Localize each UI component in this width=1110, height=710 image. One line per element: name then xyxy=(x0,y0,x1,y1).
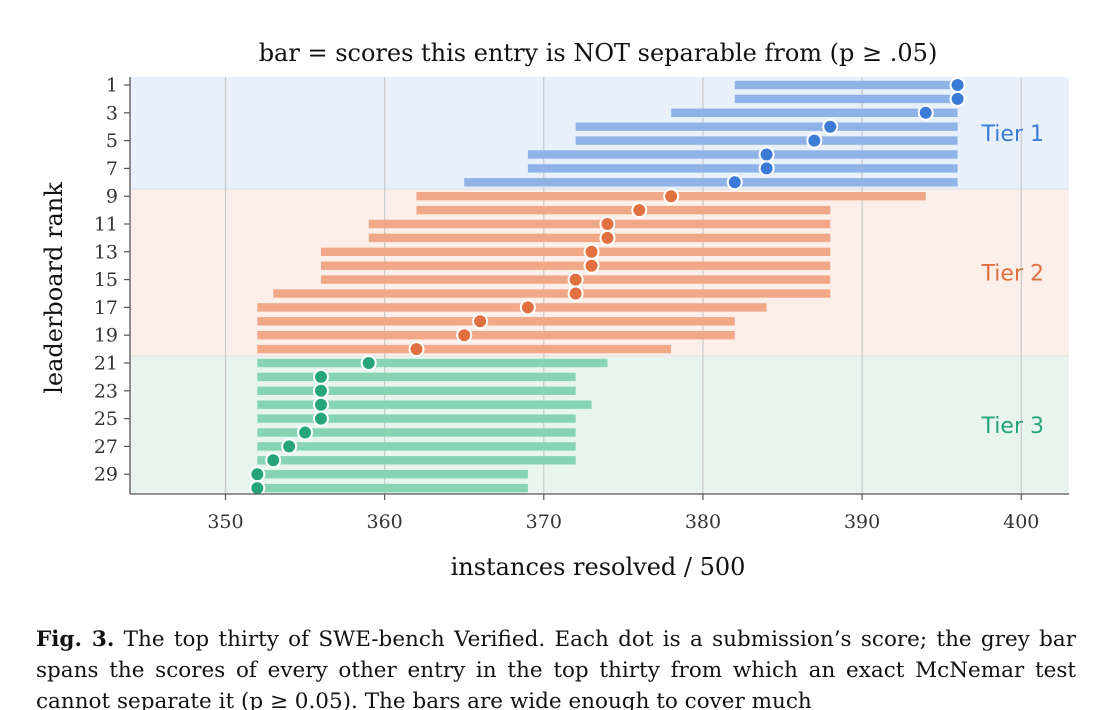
y-tick-label: 5 xyxy=(106,130,118,152)
tier-label: Tier 2 xyxy=(981,262,1044,287)
x-tick-label: 370 xyxy=(526,511,562,533)
score-dot xyxy=(583,243,600,260)
y-tick-label: 29 xyxy=(94,464,118,486)
separability-bar xyxy=(257,456,576,465)
score-dot xyxy=(456,327,473,344)
separability-bar xyxy=(257,414,576,423)
separability-bar xyxy=(416,205,831,215)
score-dot xyxy=(599,216,616,232)
x-tick-label: 350 xyxy=(207,511,243,533)
separability-bar xyxy=(273,289,831,298)
y-tick-label: 23 xyxy=(94,380,118,402)
separability-bar xyxy=(671,108,958,117)
y-axis-label: leaderboard rank xyxy=(40,182,68,394)
separability-bar xyxy=(257,331,735,340)
score-dot xyxy=(822,118,839,135)
score-dot xyxy=(519,299,536,316)
y-tick-label: 21 xyxy=(94,353,118,375)
x-tick-label: 360 xyxy=(367,511,403,533)
separability-bar xyxy=(257,442,576,451)
caption-label: Fig. 3. xyxy=(36,627,115,652)
y-tick-label: 7 xyxy=(106,158,118,180)
score-dot xyxy=(297,424,314,441)
separability-bar xyxy=(257,372,576,382)
y-tick-label: 25 xyxy=(94,408,118,430)
score-dot xyxy=(567,285,584,302)
separability-bar xyxy=(257,358,608,368)
tier-label: Tier 1 xyxy=(981,122,1044,147)
score-dot xyxy=(249,466,266,483)
score-dot xyxy=(806,132,823,149)
separability-bar xyxy=(257,428,576,437)
separability-bar xyxy=(527,150,958,159)
tick-labels: 350 360 370 380 390 4001357911131517192123252… xyxy=(94,75,1040,534)
figure-caption: Fig. 3. The top thirty of SWE-bench Veri… xyxy=(36,624,1076,710)
y-tick-label: 19 xyxy=(94,325,118,347)
score-dot xyxy=(758,160,775,177)
score-dot xyxy=(281,438,298,455)
score-dot xyxy=(312,368,329,385)
score-dot xyxy=(663,188,680,205)
score-dot xyxy=(758,146,775,163)
grid-lines xyxy=(224,77,1022,494)
separability-bar xyxy=(257,470,528,479)
separability-bar xyxy=(320,261,831,270)
separability-bar xyxy=(575,122,958,131)
y-tick-label: 13 xyxy=(94,241,118,263)
y-tick-label: 17 xyxy=(94,297,118,319)
score-dot xyxy=(631,202,648,219)
x-axis-label: instances resolved / 500 xyxy=(451,553,746,581)
y-tick-label: 15 xyxy=(94,269,118,291)
axes xyxy=(129,77,1069,495)
caption-text: The top thirty of SWE-bench Verified. Ea… xyxy=(36,627,1076,710)
score-dot xyxy=(472,313,489,330)
separability-bar xyxy=(575,136,958,145)
y-tick-label: 1 xyxy=(106,75,118,97)
score-dot xyxy=(567,271,584,288)
y-tick-label: 9 xyxy=(106,186,118,208)
y-tick-label: 27 xyxy=(94,436,118,458)
tier-label: Tier 3 xyxy=(981,414,1044,439)
score-dot xyxy=(249,480,266,497)
score-dot xyxy=(360,355,377,371)
score-dot xyxy=(265,452,282,469)
score-dot xyxy=(726,174,743,191)
score-dot xyxy=(583,257,600,274)
score-dot xyxy=(949,77,966,93)
separability-bar xyxy=(257,303,767,312)
tier-band xyxy=(130,189,1069,357)
separability-bar xyxy=(734,80,958,90)
rank-score-chart: 350 360 370 380 390 4001357911131517192123252… xyxy=(40,39,1069,581)
separability-bar xyxy=(320,247,831,256)
score-dots xyxy=(249,77,966,497)
score-dot xyxy=(599,229,616,246)
separability-bar xyxy=(257,344,672,354)
y-tick-label: 11 xyxy=(94,214,118,236)
x-tick-label: 390 xyxy=(844,511,880,533)
separability-bar xyxy=(257,483,528,493)
separability-bar xyxy=(257,400,592,409)
score-dot xyxy=(312,382,329,399)
separability-bar xyxy=(734,94,958,104)
score-dot xyxy=(312,410,329,427)
score-dot xyxy=(312,396,329,413)
chart-title: bar = scores this entry is NOT separable… xyxy=(259,39,938,67)
separability-bar xyxy=(527,164,958,173)
score-dot xyxy=(408,341,425,358)
score-dot xyxy=(917,104,934,121)
separability-bar xyxy=(257,386,576,395)
separability-bar xyxy=(464,178,958,187)
separability-bar xyxy=(257,317,735,326)
tier-labels: Tier 1 Tier 2 Tier 3 xyxy=(981,122,1044,439)
score-dot xyxy=(949,90,966,107)
y-tick-label: 3 xyxy=(106,102,118,124)
x-tick-label: 380 xyxy=(685,511,721,533)
x-tick-label: 400 xyxy=(1003,511,1039,533)
